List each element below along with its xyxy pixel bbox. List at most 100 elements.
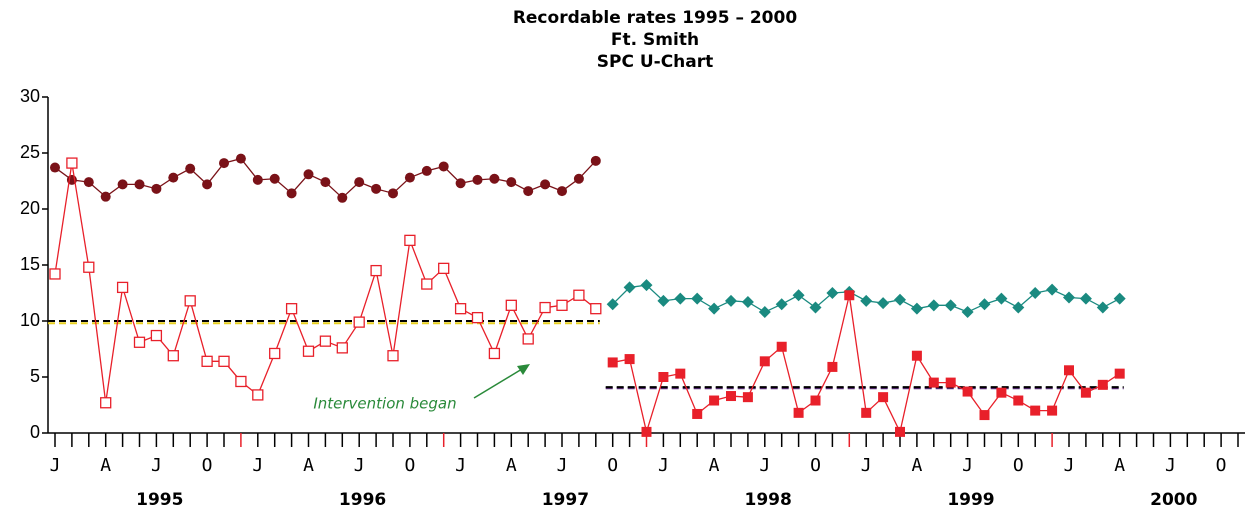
point [979,410,990,421]
point [285,303,298,315]
point [302,345,315,357]
point [116,281,129,294]
point [590,303,602,315]
annotation-arrowhead [517,364,530,375]
point [606,298,619,311]
point [928,377,939,388]
point [658,372,669,382]
point [861,407,872,418]
point [539,301,551,314]
point [1114,368,1125,379]
point [590,155,601,166]
point [522,333,534,345]
point [708,302,721,315]
year-label: 2000 [1150,490,1197,510]
y-tick-label: 15 [20,254,40,274]
x-tick-label: J [658,455,669,476]
point [1097,379,1108,390]
x-tick-label: A [100,455,111,476]
point [269,347,281,360]
x-tick-label: O [1216,455,1227,476]
point [100,191,111,202]
point [83,261,95,273]
point [201,355,213,367]
point [218,355,230,367]
x-tick-label: A [1114,455,1125,476]
point [388,188,398,199]
point [725,294,737,307]
point [184,295,196,307]
point [1079,292,1092,305]
point [488,347,501,360]
chart-title: Recordable rates 1995 – 2000 [513,8,798,28]
point [573,289,585,301]
point [962,386,973,397]
point [421,278,433,290]
point [792,289,805,302]
x-tick-label: J [50,455,61,476]
series-line [54,162,597,403]
point [1063,291,1075,304]
x-tick-label: J [962,455,973,476]
point [759,356,770,367]
y-tick-label: 30 [20,86,40,106]
point [1029,287,1042,299]
point [1012,301,1025,314]
point [1046,283,1059,296]
x-tick-label: O [202,455,213,476]
x-tick-label: J [354,455,365,476]
point [438,262,450,275]
point [691,292,704,305]
point [1047,405,1058,416]
point [151,183,162,194]
x-tick-label: A [709,455,720,476]
point [877,297,890,310]
point [945,377,956,388]
point [252,389,264,401]
chart-subtitle: Ft. Smith [611,30,699,50]
point [404,172,415,183]
point [844,290,855,301]
point [353,316,365,328]
point [860,294,873,307]
year-label: 1997 [542,490,589,510]
point [742,392,753,403]
point [776,341,787,352]
point [505,299,517,311]
point [454,303,467,315]
point [404,234,416,247]
point [624,354,635,365]
point [133,336,146,348]
point [557,186,567,197]
point [336,342,348,354]
point [657,294,670,307]
x-tick-label: O [810,455,821,476]
point [911,350,922,361]
point [371,183,382,194]
point [793,407,804,418]
point [370,264,382,277]
point [438,161,449,172]
x-tick-label: J [151,455,162,476]
annotation: Intervention began [313,395,456,413]
point [895,426,905,437]
point [235,153,246,164]
point [810,395,821,406]
point [1096,301,1109,314]
point [1064,365,1074,376]
x-tick-label: O [404,455,415,476]
point [1080,387,1091,398]
year-label: 1998 [745,490,792,510]
x-tick-label: O [607,455,618,476]
point [607,357,618,368]
point [726,391,736,402]
point [83,177,94,188]
point [709,395,720,406]
point [185,163,196,174]
point [66,157,78,169]
point [202,179,213,190]
annotation-arrow [473,368,523,399]
point [421,165,432,176]
point [640,279,653,292]
